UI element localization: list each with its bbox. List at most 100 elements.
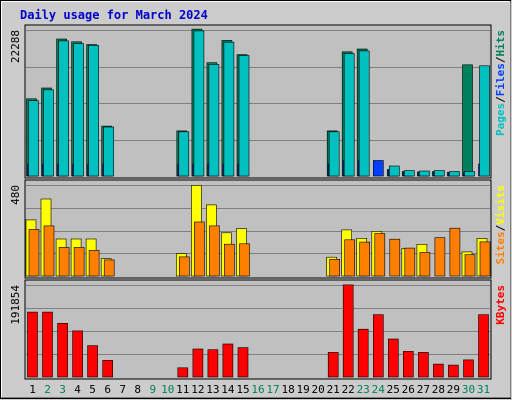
bar-pages-day-27 [419,170,430,177]
panel-legend: KBytes [494,285,507,325]
bar-pages-day-14 [223,41,235,177]
x-tick-label-day-21: 21 [327,383,340,396]
legend-sites: Sites [494,231,507,264]
bar-sites-day-24 [374,233,386,277]
x-tick-label-day-14: 14 [221,383,235,396]
bar-pages-day-31 [479,65,490,177]
bar-kbytes-day-23 [357,328,369,378]
bar-kbytes-day-3 [57,322,68,378]
bar-sites-day-31 [479,241,491,277]
x-tick-label-day-22: 22 [342,383,355,396]
x-tick-label-day-30: 30 [462,383,475,396]
x-tick-label-day-31: 31 [477,383,490,396]
x-tick-label-day-11: 11 [176,383,189,396]
x-tick-label-day-29: 29 [447,383,460,396]
bar-sites-day-23 [359,241,371,277]
bar-kbytes-day-13 [207,349,219,378]
bar-kbytes-day-24 [372,314,384,378]
panel-legend: Pages/Files/Hits [494,30,507,136]
bar-sites-day-15 [239,243,250,277]
bar-sites-day-21 [329,258,341,277]
bar-pages-day-12 [193,30,205,177]
x-tick-label-day-19: 19 [296,383,309,396]
x-tick-label-day-26: 26 [402,383,415,396]
bar-pages-day-11 [178,131,190,177]
bar-sites-day-4 [73,247,85,277]
x-tick-label-day-2: 2 [44,383,51,396]
bar-sites-day-11 [179,256,190,277]
x-tick-label-day-25: 25 [387,383,400,396]
y-max-label: 480 [9,185,22,205]
bar-kbytes-day-5 [87,345,98,378]
bar-pages-day-30 [464,171,475,177]
y-max-label: 191854 [9,285,22,325]
bar-pages-day-26 [403,170,415,177]
bar-sites-day-6 [103,259,115,277]
bar-sites-day-13 [209,225,220,277]
legend-files: Files [494,63,507,96]
bar-pages-day-4 [73,43,84,177]
legend-hits: Hits [494,30,507,57]
bar-pages-day-23 [358,50,370,177]
x-axis-day-labels: 1 2 3 4 5 6 7 8 9 10 11 12 13 14 15 16 17 18 19 20 21 22 23 24 2… [29,383,490,396]
x-tick-label-day-8: 8 [134,383,141,396]
bar-kbytes-day-27 [418,352,429,378]
legend-visits: Visits [494,185,507,225]
x-tick-label-day-18: 18 [281,383,294,396]
x-tick-label-day-1: 1 [29,383,36,396]
bar-sites-day-28 [434,237,446,277]
legend-separator: / [494,224,507,231]
chart-title: Daily usage for March 2024 [20,8,208,22]
bar-sites-day-22 [344,239,356,277]
legend-pages: Pages [494,103,507,136]
bar-sites-day-29 [449,227,461,277]
x-tick-label-day-27: 27 [417,383,430,396]
bar-pages-day-28 [434,170,445,177]
x-tick-label-day-13: 13 [206,383,219,396]
bar-sites-day-2 [43,225,55,277]
bar-pages-day-3 [58,40,69,177]
x-tick-label-day-23: 23 [357,383,370,396]
bar-kbytes-day-14 [222,343,234,378]
bar-sites-day-12 [194,221,205,277]
bar-kbytes-day-11 [177,367,189,378]
bar-pages-day-25 [388,165,400,177]
bar-pages-day-29 [449,171,460,177]
bar-kbytes-day-4 [72,330,83,378]
bar-kbytes-day-6 [102,359,113,378]
bar-sites-day-14 [224,243,235,277]
x-tick-label-day-9: 9 [149,383,156,396]
bar-kbytes-day-12 [192,348,204,378]
bar-sites-day-25 [389,238,401,277]
bar-kbytes-day-22 [342,284,354,378]
bar-hits-day-30 [462,64,473,177]
bar-kbytes-day-29 [448,364,459,378]
x-tick-label-day-6: 6 [104,383,111,396]
bar-pages-day-15 [238,55,250,177]
x-tick-label-day-16: 16 [251,383,264,396]
x-tick-label-day-3: 3 [59,383,66,396]
bar-kbytes-day-21 [327,352,339,378]
bar-kbytes-day-28 [433,363,444,378]
panel-legend: Sites/Visits [494,185,507,265]
x-tick-label-day-10: 10 [161,383,174,396]
bar-files-day-24 [372,160,384,177]
bar-sites-day-1 [28,229,40,277]
x-tick-label-day-7: 7 [119,383,126,396]
x-tick-label-day-17: 17 [266,383,279,396]
bar-kbytes-day-31 [478,314,489,378]
panel-kbytes: 191854 KBytes [9,279,507,380]
legend-separator: / [494,56,507,63]
bar-pages-day-5 [88,45,99,177]
x-tick-label-day-28: 28 [432,383,445,396]
chart-panels: 22288Pages/Files/Hits480Sites/Visits1918… [9,24,507,380]
x-tick-label-day-5: 5 [89,383,96,396]
bar-pages-day-21 [328,131,340,177]
x-tick-label-day-15: 15 [236,383,249,396]
bar-pages-day-6 [103,126,114,177]
bar-sites-day-30 [464,254,476,277]
x-tick-label-day-4: 4 [74,383,81,396]
panel-visits: 480 Sites/Visits [9,179,507,279]
